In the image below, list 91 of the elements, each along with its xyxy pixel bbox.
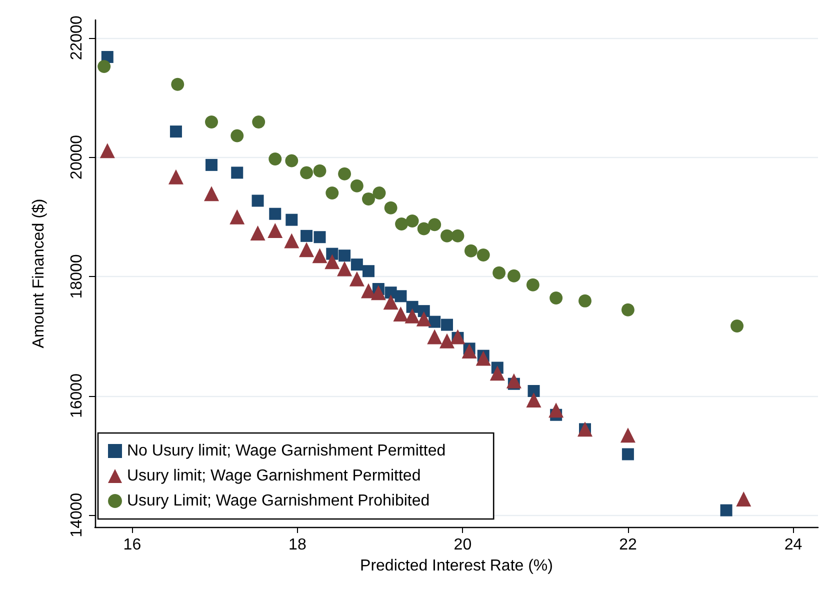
point [100,143,115,158]
point [252,194,264,207]
point [550,291,563,304]
point [326,186,339,200]
point [736,491,752,506]
point [394,290,407,302]
point [314,231,326,244]
y-tick-label: 16000 [68,373,86,418]
x-tick-label: 20 [454,536,472,554]
point [462,344,477,359]
point [350,179,364,192]
point [506,373,522,388]
point [476,350,491,366]
point [285,154,298,168]
point [300,166,314,180]
point [427,329,442,344]
point [395,217,408,230]
point [548,402,564,418]
point [338,167,352,180]
point [349,271,364,286]
point [451,229,464,242]
point [416,311,432,326]
point [205,116,218,128]
point [404,308,420,324]
point [324,254,340,270]
point [362,192,375,206]
point [268,152,282,166]
point [170,126,182,138]
y-tick-label: 20000 [68,134,86,180]
point [621,303,634,316]
point [384,201,398,214]
legend-label: Usury limit; Wage Garnishment Permitted [127,468,421,484]
point [337,261,352,276]
point [231,166,244,179]
point [578,294,592,308]
point [476,248,490,262]
point [361,283,376,298]
x-axis-title: Predicted Interest Rate (%) [360,557,553,574]
y-tick-label: 22000 [68,16,86,60]
point [230,209,245,224]
point [300,230,313,242]
point [406,214,419,228]
point [383,294,398,310]
x-tick-label: 16 [123,536,142,554]
point [490,366,505,381]
point [299,242,314,258]
y-tick-label: 14000 [68,492,86,538]
point [528,385,540,398]
point [312,248,328,264]
point [252,116,266,128]
point [313,164,326,178]
point [338,250,351,262]
point [492,266,506,280]
y-axis-title: Amount Financed ($) [30,198,48,348]
legend-label: No Usury limit; Wage Garnishment Permitted [127,442,446,460]
point [526,278,540,292]
point [406,300,418,313]
point [730,319,744,332]
point [171,78,184,91]
point [507,269,520,282]
y-tick-label: 18000 [68,254,86,299]
point [286,214,298,226]
point [720,504,732,516]
point [98,60,111,74]
point [250,225,266,240]
point [350,258,363,271]
point [230,129,244,142]
point [393,306,408,322]
point [370,285,386,300]
point [428,316,441,328]
point [622,448,634,460]
point [206,158,218,171]
x-tick-label: 24 [784,536,802,554]
point [168,169,184,184]
point [362,265,374,278]
point [620,428,636,443]
point [440,229,454,242]
point [441,318,453,331]
legend-label: Usury Limit; Wage Garnishment Prohibited [127,492,430,510]
x-tick-label: 18 [288,536,306,554]
point [440,333,454,348]
point [372,186,386,200]
point [464,244,478,258]
point [269,208,282,220]
point [526,392,542,408]
point [268,223,283,238]
point [204,186,220,202]
point [428,218,442,232]
point [417,222,430,236]
x-tick-label: 22 [619,536,637,554]
point [284,233,300,248]
